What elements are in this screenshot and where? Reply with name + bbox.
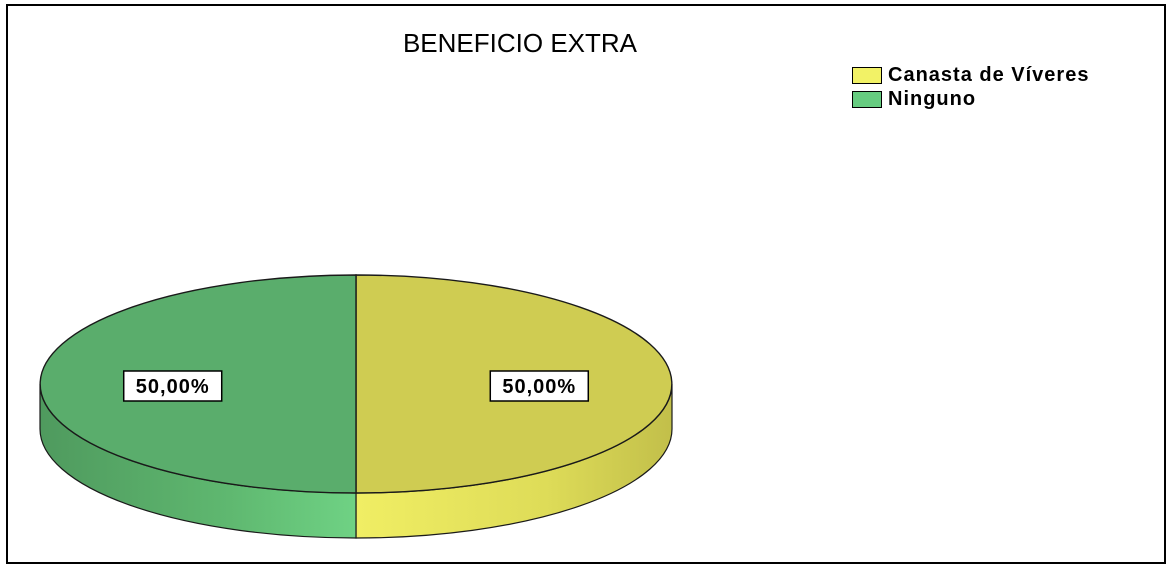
legend-label-canasta: Canasta de Víveres bbox=[888, 63, 1090, 86]
chart-legend: Canasta de Víveres Ninguno bbox=[852, 63, 1089, 111]
legend-label-ninguno: Ninguno bbox=[888, 87, 977, 110]
legend-item-ninguno: Ninguno bbox=[852, 87, 1089, 111]
chart-title: BENEFICIO EXTRA bbox=[402, 28, 638, 58]
legend-swatch-canasta bbox=[852, 66, 882, 84]
pie-chart: 50,00% 50,00% bbox=[39, 274, 673, 539]
legend-swatch-ninguno bbox=[852, 90, 882, 108]
data-label-box-canasta bbox=[489, 370, 590, 402]
data-label-ninguno: 50,00% bbox=[122, 370, 223, 402]
data-label-text-ninguno: 50,00% bbox=[136, 376, 210, 398]
data-label-text-canasta: 50,00% bbox=[502, 376, 576, 398]
data-label-canasta: 50,00% bbox=[489, 370, 590, 402]
legend-item-canasta: Canasta de Víveres bbox=[852, 63, 1089, 87]
data-label-box-ninguno bbox=[122, 370, 223, 402]
